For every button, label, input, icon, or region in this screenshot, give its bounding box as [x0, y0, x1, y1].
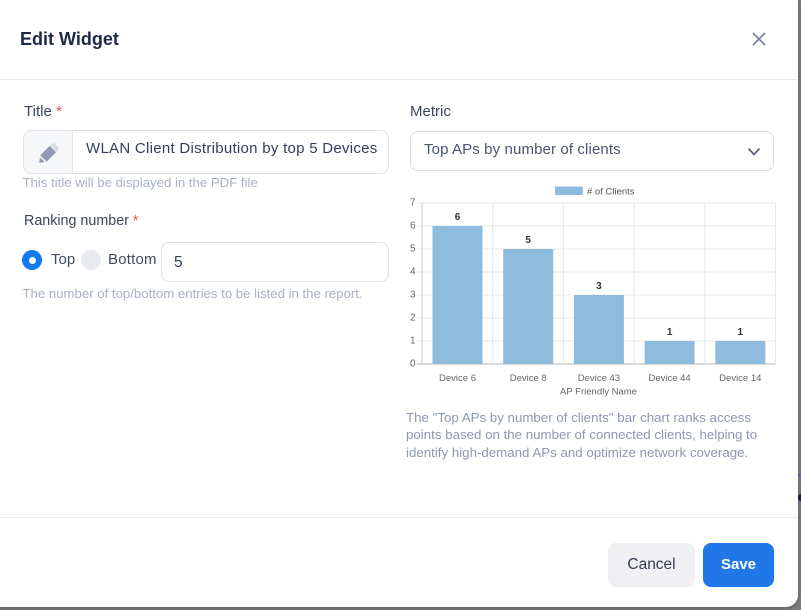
svg-text:1: 1	[738, 327, 744, 338]
svg-text:Device 44: Device 44	[648, 373, 690, 384]
svg-text:3: 3	[596, 281, 602, 292]
svg-text:Device 14: Device 14	[719, 373, 761, 384]
svg-text:7: 7	[410, 198, 416, 209]
svg-text:# of Clients: # of Clients	[587, 187, 635, 198]
svg-text:1: 1	[667, 327, 673, 338]
svg-text:Device 6: Device 6	[439, 373, 476, 384]
svg-text:1: 1	[410, 336, 416, 347]
svg-text:5: 5	[410, 244, 416, 255]
svg-text:AP Friendly Name: AP Friendly Name	[560, 387, 637, 398]
svg-text:6: 6	[410, 221, 416, 232]
svg-text:2: 2	[410, 313, 416, 324]
svg-text:5: 5	[525, 235, 531, 246]
svg-text:Device 43: Device 43	[578, 373, 620, 384]
svg-text:6: 6	[455, 212, 461, 223]
svg-text:4: 4	[410, 267, 416, 278]
svg-text:0: 0	[410, 359, 416, 370]
svg-text:3: 3	[410, 290, 416, 301]
svg-text:Device 8: Device 8	[510, 373, 547, 384]
